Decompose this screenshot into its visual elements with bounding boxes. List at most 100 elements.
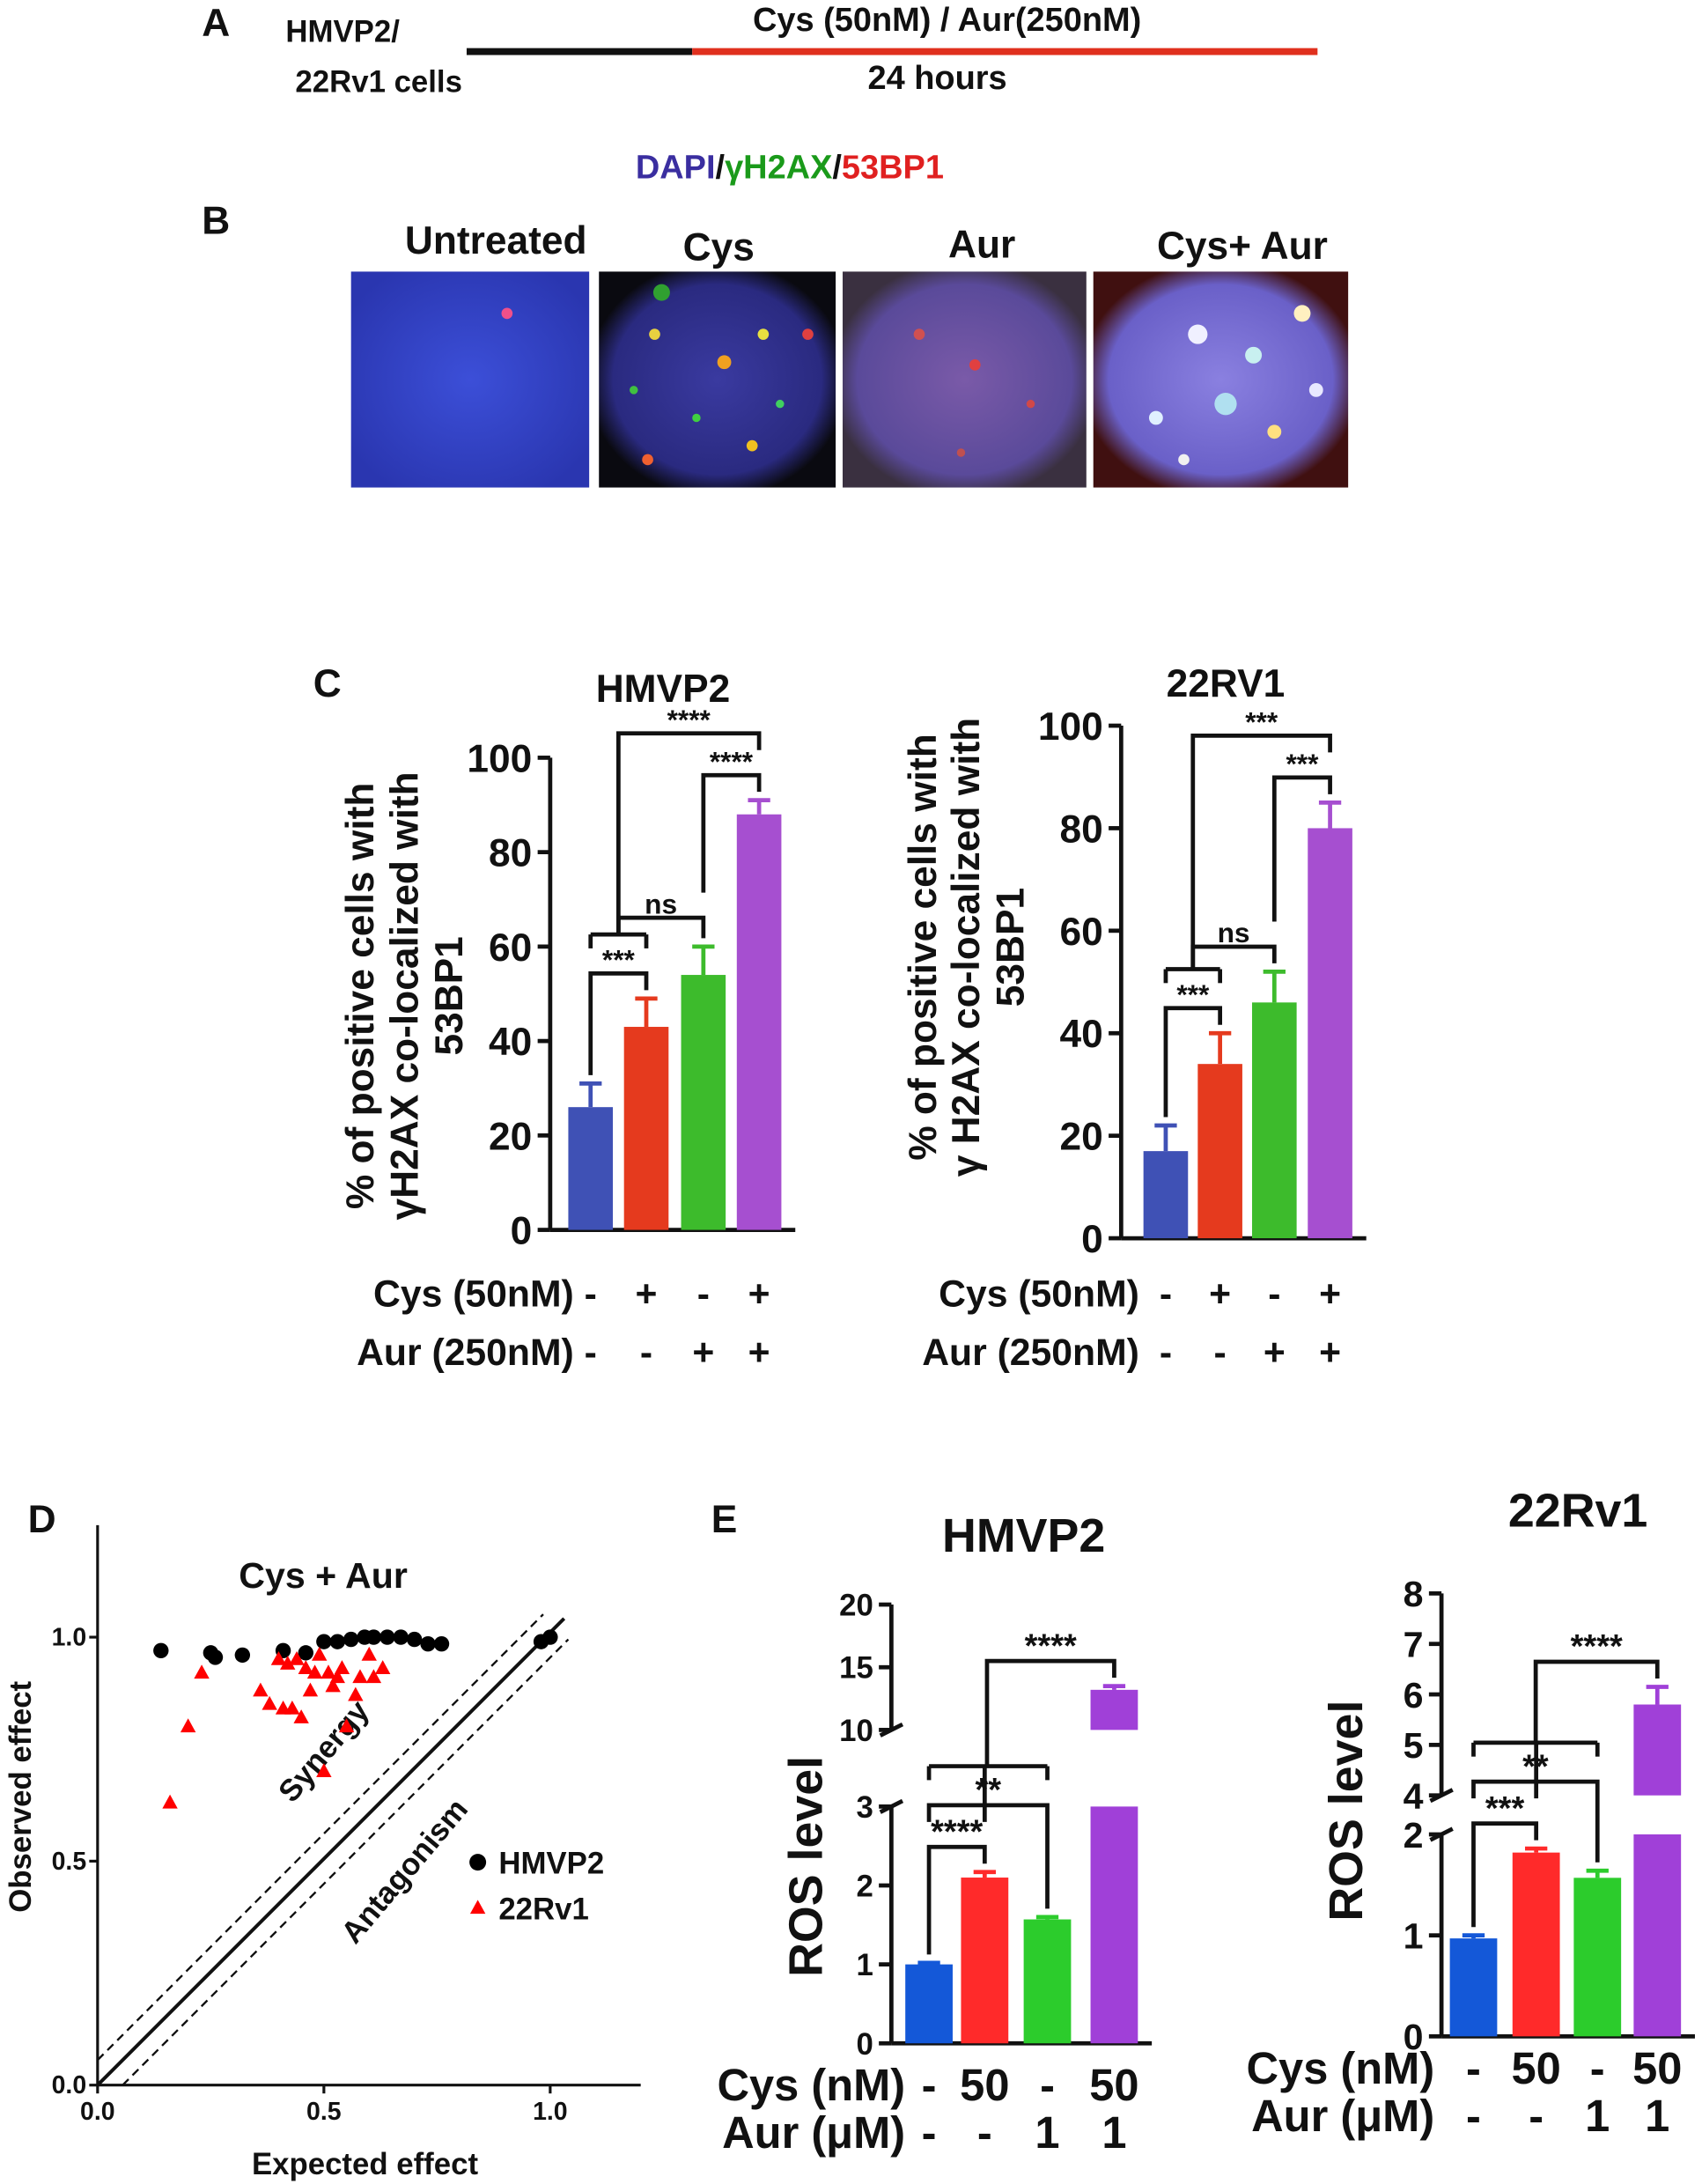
point bbox=[329, 1634, 345, 1649]
y-tick-label: 2 bbox=[1404, 1815, 1424, 1856]
point bbox=[270, 1650, 287, 1665]
row-value: - bbox=[1040, 2060, 1055, 2110]
error-bar bbox=[1646, 1685, 1669, 1705]
bar bbox=[1252, 1002, 1297, 1239]
point bbox=[289, 1650, 305, 1665]
error-bar bbox=[917, 1960, 940, 1966]
stain-part: / bbox=[832, 149, 842, 186]
bar bbox=[961, 1878, 1009, 2044]
row-value: + bbox=[1319, 1332, 1341, 1374]
significance-label: **** bbox=[710, 745, 754, 777]
significance-label: ns bbox=[645, 888, 677, 919]
row-value: - bbox=[585, 1332, 597, 1374]
bar bbox=[1449, 1938, 1498, 2037]
significance-bracket bbox=[588, 971, 649, 1075]
treatment-label: Cys (50nM) / Aur(250nM) bbox=[753, 2, 1141, 39]
bar bbox=[568, 1107, 614, 1230]
bar bbox=[1197, 1064, 1242, 1239]
significance-label: ns bbox=[1218, 917, 1250, 948]
image-title: Untreated bbox=[405, 219, 587, 262]
significance-bracket bbox=[1190, 944, 1277, 970]
y-tick-label: 1.0 bbox=[52, 1624, 87, 1652]
row-value: - bbox=[977, 2107, 992, 2158]
y-tick-label: 8 bbox=[1404, 1574, 1424, 1614]
y-tick-label: 20 bbox=[839, 1590, 873, 1623]
point bbox=[316, 1634, 332, 1649]
micrograph bbox=[599, 271, 836, 488]
row-label: Cys (nM) bbox=[1247, 2043, 1435, 2093]
y-tick-label: 80 bbox=[489, 832, 532, 875]
bar bbox=[1633, 1834, 1682, 2037]
reference-line bbox=[96, 1613, 544, 2062]
row-value: - bbox=[585, 1273, 597, 1316]
row-value: 50 bbox=[1632, 2043, 1682, 2093]
cells-label: 22Rv1 cells bbox=[295, 65, 462, 99]
bar bbox=[1308, 828, 1352, 1239]
point bbox=[321, 1664, 336, 1679]
significance-bracket bbox=[615, 731, 762, 935]
x-tick-label: 0.0 bbox=[80, 2098, 115, 2126]
point bbox=[338, 1718, 355, 1733]
point bbox=[420, 1635, 436, 1652]
point bbox=[194, 1664, 210, 1679]
significance-bracket bbox=[926, 1844, 987, 1955]
y-tick-label: 5 bbox=[1404, 1725, 1424, 1766]
y-tick-label: 2 bbox=[856, 1870, 873, 1904]
point bbox=[352, 1669, 368, 1684]
chart-title: 22Rv1 bbox=[1508, 1484, 1647, 1537]
significance-label: *** bbox=[602, 944, 636, 976]
point bbox=[153, 1642, 169, 1659]
error-bar bbox=[1154, 1123, 1177, 1152]
y-tick-label: 0 bbox=[1081, 1218, 1103, 1261]
significance-label: *** bbox=[1286, 748, 1319, 779]
error-bar bbox=[1208, 1030, 1232, 1065]
y-tick-label: 40 bbox=[489, 1021, 532, 1064]
row-value: 1 bbox=[1102, 2107, 1126, 2158]
point bbox=[433, 1635, 450, 1652]
row-label: Aur (μM) bbox=[1251, 2091, 1434, 2141]
y-axis-label: ROS level bbox=[779, 1756, 832, 1977]
error-bar bbox=[579, 1081, 602, 1108]
row-value: - bbox=[697, 1273, 710, 1316]
bar-upper bbox=[1090, 1689, 1138, 1730]
y-tick-label: 4 bbox=[1404, 1776, 1424, 1817]
y-tick-label: 1 bbox=[1404, 1915, 1424, 1956]
significance-bracket bbox=[1271, 775, 1332, 922]
row-value: + bbox=[748, 1273, 770, 1316]
point bbox=[298, 1660, 313, 1674]
image-title: Aur bbox=[948, 224, 1015, 267]
y-axis-label: γ H2AX co-localized with bbox=[945, 718, 988, 1177]
point bbox=[316, 1763, 332, 1777]
significance-bracket bbox=[1190, 734, 1332, 970]
foci bbox=[630, 284, 814, 466]
y-tick-label: 60 bbox=[489, 926, 532, 970]
row-value: 50 bbox=[960, 2060, 1009, 2110]
error-bar bbox=[1102, 1684, 1126, 1690]
x-tick-label: 0.5 bbox=[306, 2098, 342, 2126]
bar bbox=[736, 814, 782, 1230]
point bbox=[329, 1669, 345, 1684]
significance-bracket bbox=[926, 1803, 1050, 1909]
chart-title: 22RV1 bbox=[1167, 662, 1286, 705]
duration-label: 24 hours bbox=[867, 60, 1006, 97]
error-bar bbox=[1263, 970, 1286, 1003]
micrograph bbox=[350, 271, 590, 488]
row-value: 50 bbox=[1089, 2060, 1138, 2110]
image-title: Cys+ Aur bbox=[1157, 225, 1328, 268]
micrograph bbox=[1093, 271, 1349, 488]
row-label: Aur (250nM) bbox=[922, 1332, 1139, 1374]
row-label: Cys (nM) bbox=[717, 2060, 905, 2110]
y-axis-label: γH2AX co-localized with bbox=[384, 771, 427, 1220]
error-bar bbox=[1525, 1846, 1548, 1853]
y-tick-label: 100 bbox=[1038, 705, 1103, 749]
x-axis-label: Expected effect bbox=[252, 2148, 479, 2181]
row-label: Aur (250nM) bbox=[357, 1332, 574, 1374]
significance-label: **** bbox=[931, 1814, 983, 1851]
row-value: + bbox=[692, 1332, 714, 1374]
reference-line bbox=[96, 1617, 566, 2087]
y-tick-label: 0.5 bbox=[52, 1848, 87, 1876]
point bbox=[542, 1629, 558, 1645]
error-bar bbox=[1318, 800, 1342, 829]
